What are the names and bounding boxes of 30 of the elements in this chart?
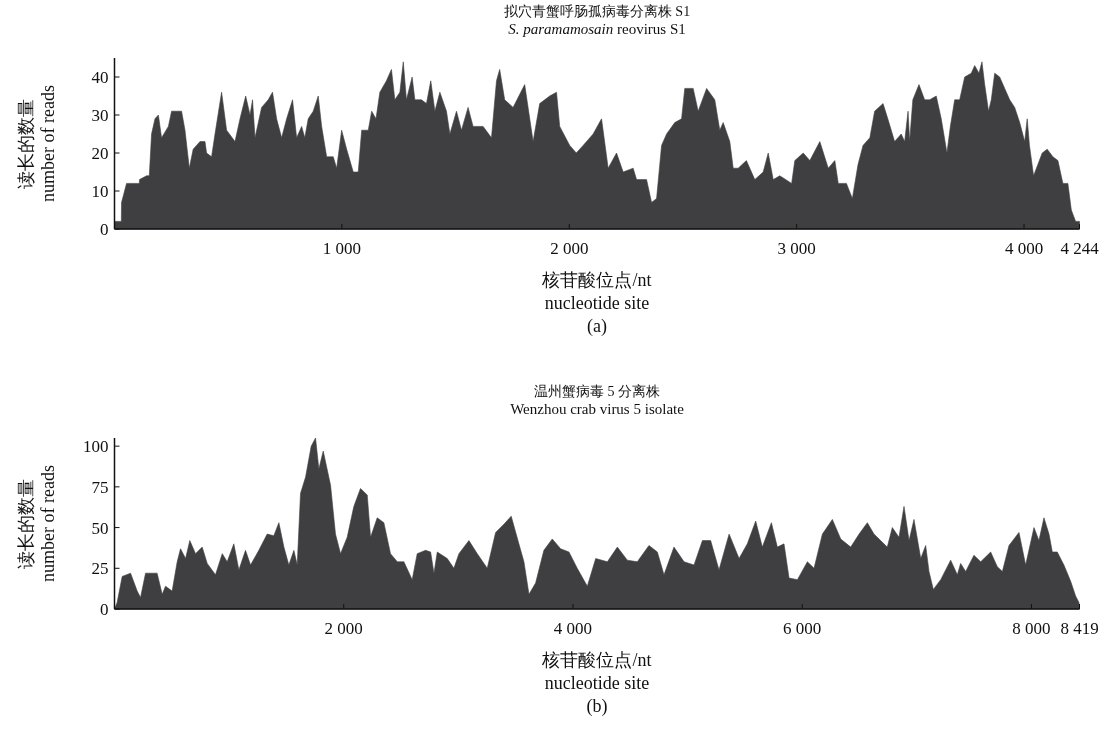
y-axis-title: 读长的数量 number of reads xyxy=(16,465,58,582)
x-tick-label: 4 000 xyxy=(553,619,593,638)
y-tick-label: 0 xyxy=(100,600,109,619)
x-tick-label: 6 000 xyxy=(783,619,822,638)
x-tick-label: 4 000 xyxy=(1004,239,1044,258)
chart-title: 拟穴青蟹呼肠孤病毒分离株 S1 xyxy=(503,4,691,19)
chart-subtitle: Wenzhou crab virus 5 isolate xyxy=(510,401,685,417)
y-axis-title: 读长的数量 number of reads xyxy=(16,85,58,202)
chart-subtitle: S. paramamosain reovirus S1 xyxy=(508,21,686,37)
y-tick-label: 100 xyxy=(83,437,109,457)
x-tick-label: 4 244 xyxy=(1060,239,1100,258)
y-tick-label: 50 xyxy=(91,518,109,538)
y-tick-label: 75 xyxy=(91,477,109,497)
y-tick-label: 40 xyxy=(91,68,109,87)
x-tick-label: 3 000 xyxy=(777,239,816,258)
y-tick-label: 0 xyxy=(100,220,109,239)
chart-title: 温州蟹病毒 5 分离株 xyxy=(534,384,660,399)
x-axis-title: 核苷酸位点/nt nucleotide site xyxy=(541,270,652,313)
y-tick-label: 30 xyxy=(91,106,109,125)
x-tick-label: 8 000 xyxy=(1012,619,1051,638)
x-tick-label: 8 419 xyxy=(1060,619,1099,638)
x-axis-title: 核苷酸位点/nt nucleotide site xyxy=(541,650,652,693)
y-tick-label: 10 xyxy=(91,182,109,201)
x-tick-label: 2 000 xyxy=(324,619,363,638)
text: (b) xyxy=(586,696,608,717)
x-tick-label: 1 000 xyxy=(322,239,361,258)
x-tick-label: 2 000 xyxy=(550,239,589,258)
y-tick-label: 25 xyxy=(91,559,109,579)
y-tick-label: 20 xyxy=(91,144,109,163)
text: (a) xyxy=(587,316,607,337)
